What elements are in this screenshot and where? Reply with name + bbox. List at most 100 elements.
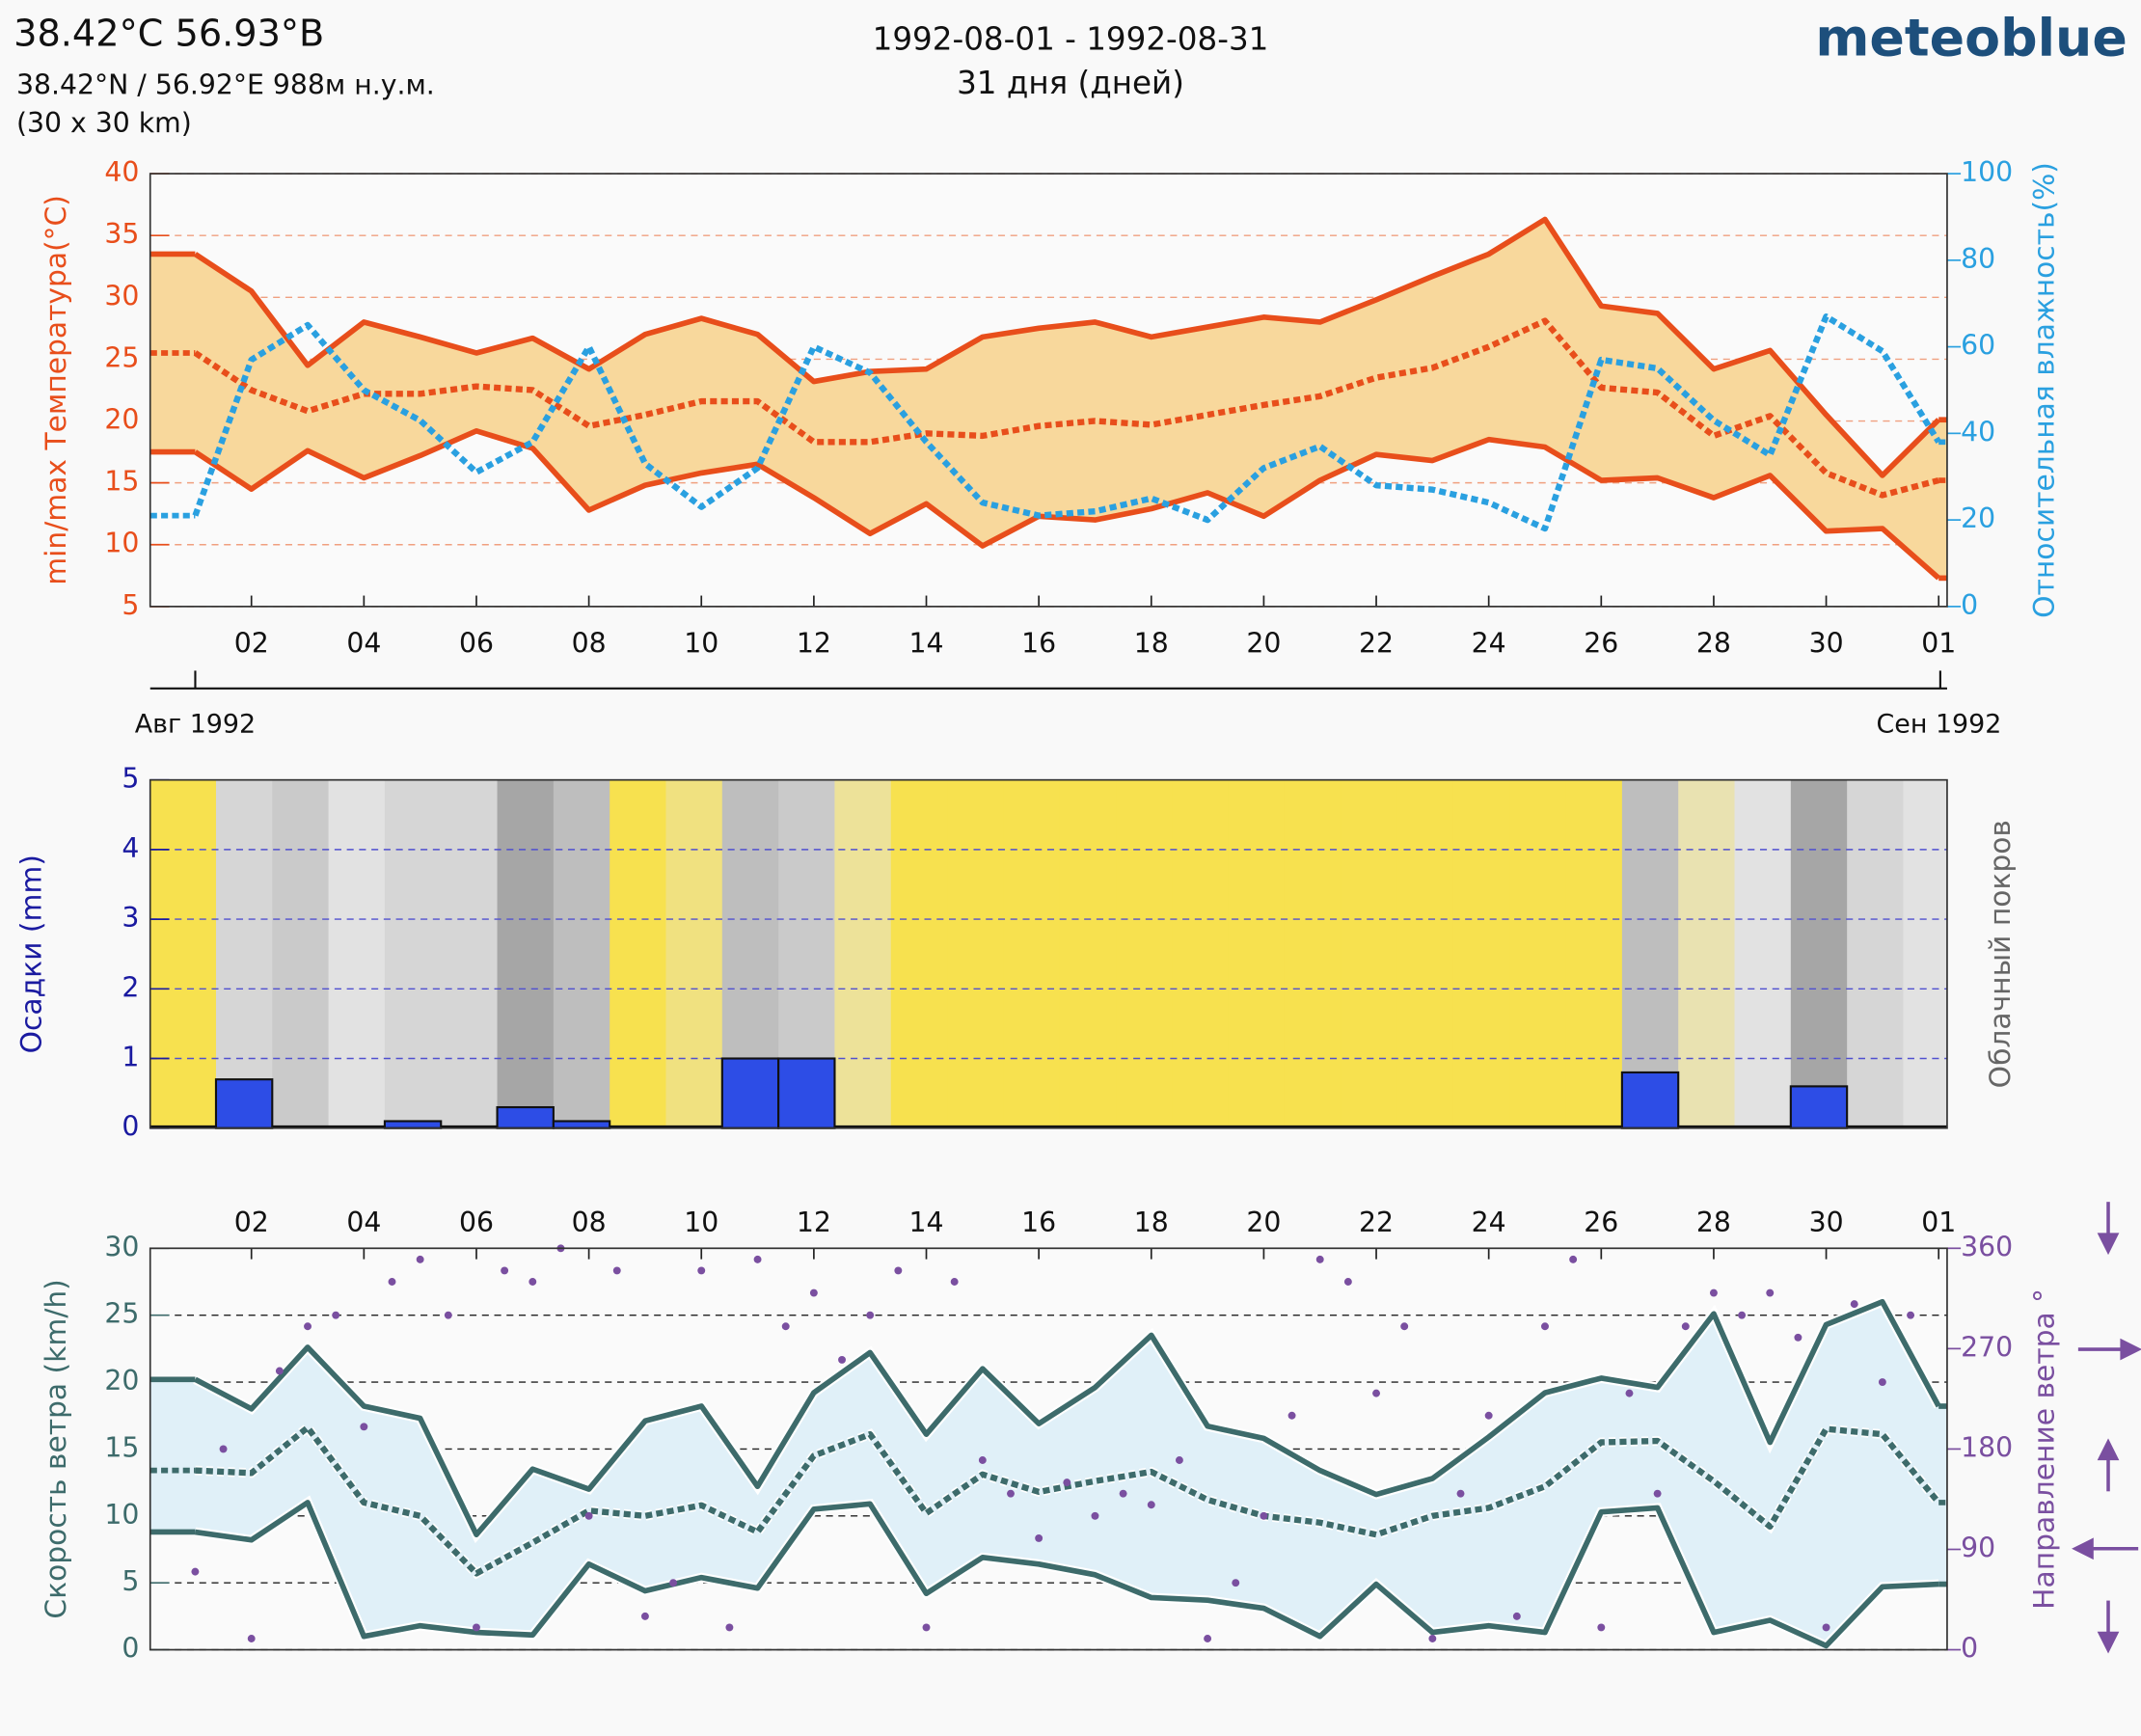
y-tick-label: 0 [122,1111,139,1143]
cloud-band [1059,779,1117,1128]
cloud-band [665,779,723,1128]
direction-point [473,1623,480,1632]
x-tick-label: 04 [346,628,381,660]
y2-tick-label: 0 [1961,589,1978,621]
direction-point [922,1623,931,1632]
x-tick-label: 26 [1584,1207,1618,1238]
direction-point [1035,1533,1043,1542]
month-label: Авг 1992 [135,710,256,740]
days: 31 дня (дней) [957,65,1184,101]
y2-tick-label: 40 [1961,416,1995,448]
x-tick-label: 24 [1472,1207,1506,1238]
y-tick-label: 35 [104,218,139,250]
cloud-band [272,779,330,1128]
direction-point [1260,1511,1268,1520]
title: 38.42°C 56.93°B [14,14,324,56]
y-tick-label: 0 [122,1633,139,1665]
direction-point [1287,1411,1296,1420]
direction-point [1147,1501,1155,1509]
x-tick-label: 14 [909,1207,944,1238]
cloud-band [890,779,948,1128]
x-tick-label: 30 [1809,1207,1844,1238]
direction-point [669,1579,678,1587]
cloud-band [1228,779,1286,1128]
y2-tick-label: 20 [1961,502,1995,534]
direction-point [1232,1579,1240,1587]
x-tick-label: 01 [1921,1207,1956,1238]
cloud-band [553,779,610,1128]
precip-bar [1620,1071,1680,1129]
cloud-band [215,779,273,1128]
cloud-band [1116,779,1174,1128]
range-area [149,219,1947,579]
plot-frame [149,173,1948,608]
cloud-band [1003,779,1061,1128]
cloud-band [947,779,1005,1128]
direction-point [1541,1322,1549,1331]
y-tick-label: 25 [104,1298,139,1330]
cloud-band [384,779,442,1128]
direction-point [1456,1489,1465,1498]
month-label: Сен 1992 [1877,710,2002,740]
x-tick-label: 16 [1021,1207,1056,1238]
y-tick-label: 10 [104,1499,139,1531]
direction-point [444,1311,452,1319]
y-tick-label: 20 [104,1365,139,1397]
x-tick-label: 10 [684,628,718,660]
direction-point [219,1445,228,1453]
y2-tick-label: 60 [1961,330,1995,362]
x-tick-label: 22 [1359,628,1394,660]
direction-point [1315,1255,1324,1263]
cloud-band [1341,779,1398,1128]
direction-point [416,1255,424,1263]
cloud-band [1847,779,1905,1128]
series-line [192,312,1941,532]
direction-point [1878,1378,1886,1387]
cloud-band [1678,779,1736,1128]
x-tick-label: 16 [1021,628,1056,660]
direction-point [247,1635,256,1642]
direction-point [304,1322,312,1331]
series-line [194,1298,1941,1538]
direction-point [894,1266,903,1275]
x-tick-label: 04 [346,1207,381,1238]
brand: meteoblue [1815,7,2127,68]
y-tick-label: 1 [122,1042,139,1073]
y2-axis-label: Относительная влажность(%) [2027,162,2061,618]
precip-bar [496,1105,555,1129]
direction-point [1850,1300,1858,1309]
precip-bar [552,1120,611,1129]
cloud-band [1903,779,1947,1128]
x-tick-label: 20 [1246,1207,1281,1238]
cloud-band [1621,779,1679,1128]
coordinates: 38.42°N / 56.92°E 988м н.у.м. [16,68,435,100]
cloud-band [1790,779,1848,1128]
y-tick-label: 15 [104,466,139,498]
y-tick-label: 15 [104,1431,139,1463]
x-tick-label: 24 [1472,628,1506,660]
direction-point [725,1623,734,1632]
direction-point [501,1266,509,1275]
direction-point [1907,1311,1915,1319]
y-tick-label: 5 [122,763,139,795]
x-tick-label: 06 [459,628,494,660]
direction-point [191,1567,200,1576]
x-tick-label: 08 [572,1207,607,1238]
x-tick-label: 01 [1921,628,1956,660]
direction-point [528,1278,537,1286]
direction-point [1063,1478,1071,1487]
cloud-band [1396,779,1454,1128]
y-tick-label: 10 [104,528,139,559]
y-tick-label: 20 [104,404,139,436]
direction-point [1119,1489,1127,1498]
x-tick-label: 10 [684,1207,718,1238]
direction-point [640,1612,649,1620]
y-tick-label: 4 [122,832,139,864]
direction-point [1484,1411,1493,1420]
direction-point [1569,1255,1578,1263]
direction-point [781,1322,790,1331]
x-tick-label: 18 [1134,628,1169,660]
cloud-band [1452,779,1510,1128]
period: 1992-08-01 - 1992-08-31 [873,21,1269,58]
direction-point [1625,1389,1634,1397]
